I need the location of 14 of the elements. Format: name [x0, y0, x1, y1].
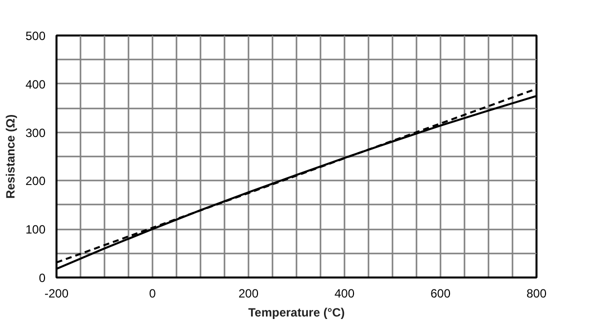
x-tick-label: 0 — [149, 286, 156, 300]
y-tick-label: 500 — [25, 29, 46, 43]
y-tick-label: 300 — [25, 126, 46, 140]
y-tick-label: 0 — [38, 271, 46, 285]
x-tick-label: 600 — [430, 286, 451, 300]
y-axis-title: Resistance (Ω) — [3, 114, 18, 199]
x-tick-label: 200 — [238, 286, 259, 300]
x-tick-label: 800 — [526, 286, 547, 300]
x-tick-label: 400 — [334, 286, 355, 300]
y-tick-label: 200 — [25, 174, 46, 188]
y-tick-label: 400 — [25, 77, 46, 92]
x-tick-label: -200 — [44, 286, 69, 300]
y-tick-label: 100 — [25, 222, 46, 237]
x-axis-title: Temperature (°C) — [248, 306, 345, 320]
